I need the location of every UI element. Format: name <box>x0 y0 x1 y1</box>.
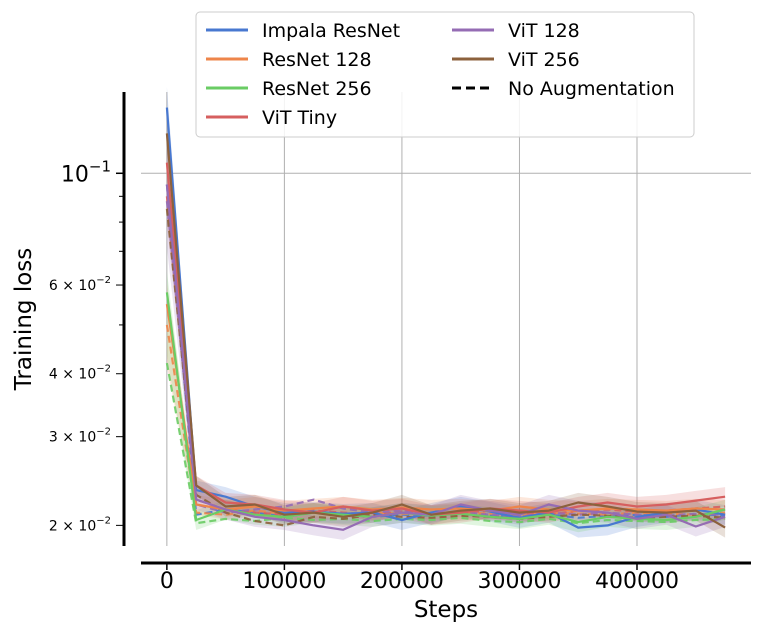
series-line-impala-resnet <box>165 107 726 529</box>
no-aug-line-resnet-128 <box>165 324 726 516</box>
y-tick-label: 10−1 <box>61 157 111 187</box>
band-vit-tiny <box>166 141 726 525</box>
series-lines <box>165 107 726 531</box>
band-vit-128 <box>166 163 726 540</box>
band-impala-resnet <box>166 86 726 538</box>
y-tick-label: 6 × 10−2 <box>49 275 111 294</box>
series-line-resnet-256 <box>165 292 726 524</box>
grid-lines <box>141 92 751 546</box>
y-tick-label: 3 × 10−2 <box>49 427 111 446</box>
legend-label-vit-256: ViT 256 <box>508 49 580 71</box>
legend-label-resnet-256: ResNet 256 <box>262 78 372 100</box>
no-augmentation-lines <box>165 184 726 527</box>
no-aug-line-vit-tiny <box>165 196 726 516</box>
x-tick-label: 100000 <box>242 569 326 594</box>
x-tick-label: 200000 <box>360 569 444 594</box>
series-line-vit-128 <box>165 184 726 531</box>
no-aug-line-vit-256 <box>165 208 726 527</box>
legend-label-vit-128: ViT 128 <box>508 20 580 42</box>
y-tick-label: 4 × 10−2 <box>49 364 111 383</box>
legend-label-resnet-128: ResNet 128 <box>262 49 372 71</box>
no-aug-line-vit-128 <box>165 201 726 518</box>
no-aug-line-resnet-256 <box>165 362 726 525</box>
y-tick-label: 2 × 10−2 <box>49 515 111 534</box>
x-tick-label: 400000 <box>595 569 679 594</box>
band-resnet-256 <box>166 271 726 533</box>
series-line-vit-tiny <box>165 162 726 516</box>
legend-box <box>195 11 695 138</box>
x-axis-label: Steps <box>414 597 478 623</box>
series-line-resnet-128 <box>165 303 726 512</box>
band-resnet-128 <box>166 283 726 521</box>
axes: 0 100000 200000 300000 400000 10−1 6 × 10−2 4 ×… <box>11 92 751 623</box>
legend: Impala ResNet ResNet 128 ResNet 256 ViT Tin… <box>195 11 695 138</box>
legend-label-no-augmentation: No Augmentation <box>508 78 675 100</box>
legend-label-impala-resnet: Impala ResNet <box>262 20 400 42</box>
series-line-vit-256 <box>165 133 726 529</box>
band-vit-256 <box>166 112 726 538</box>
confidence-bands <box>166 86 726 540</box>
y-axis-label: Training loss <box>11 248 37 392</box>
no-aug-line-impala-resnet <box>165 184 726 519</box>
legend-label-vit-tiny: ViT Tiny <box>262 107 337 129</box>
x-tick-label: 0 <box>160 569 174 594</box>
x-tick-label: 300000 <box>477 569 561 594</box>
